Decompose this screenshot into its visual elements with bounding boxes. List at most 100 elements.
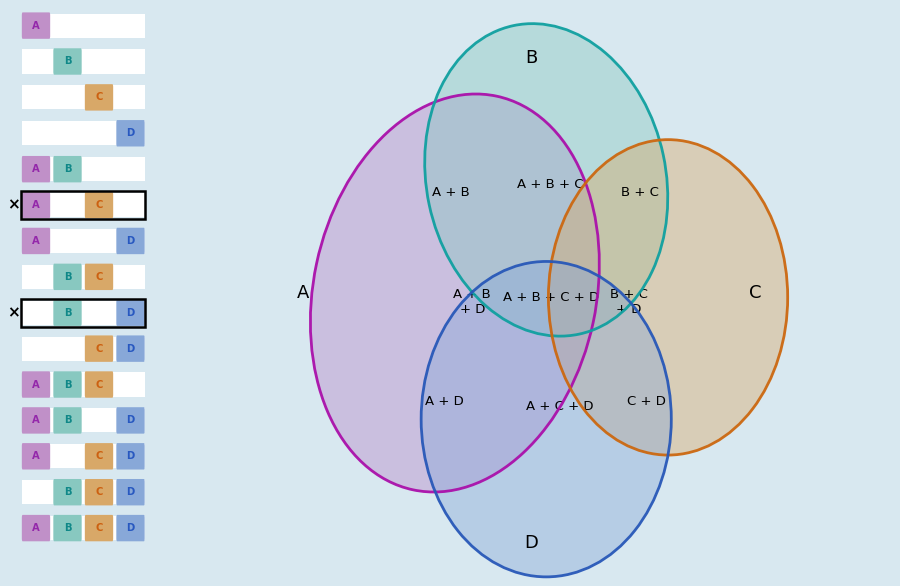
Ellipse shape bbox=[421, 261, 671, 577]
Bar bbox=[22, 86, 145, 110]
Bar bbox=[22, 157, 145, 181]
Ellipse shape bbox=[548, 139, 788, 455]
Text: B: B bbox=[64, 487, 71, 497]
FancyBboxPatch shape bbox=[85, 192, 113, 218]
Bar bbox=[22, 444, 145, 468]
FancyBboxPatch shape bbox=[53, 48, 82, 74]
Text: B: B bbox=[64, 415, 71, 425]
Text: A: A bbox=[296, 284, 309, 302]
Text: A + B + C: A + B + C bbox=[518, 178, 584, 190]
Text: A: A bbox=[32, 236, 40, 246]
FancyBboxPatch shape bbox=[22, 515, 50, 541]
Text: A: A bbox=[32, 21, 40, 30]
FancyBboxPatch shape bbox=[53, 407, 82, 434]
FancyBboxPatch shape bbox=[116, 515, 145, 541]
Text: C: C bbox=[95, 380, 103, 390]
Text: D: D bbox=[126, 415, 135, 425]
FancyBboxPatch shape bbox=[22, 443, 50, 469]
Text: A + D: A + D bbox=[425, 396, 464, 408]
Text: C + D: C + D bbox=[627, 396, 666, 408]
Ellipse shape bbox=[310, 94, 599, 492]
Bar bbox=[22, 516, 145, 540]
Bar bbox=[21, 191, 146, 219]
FancyBboxPatch shape bbox=[116, 228, 145, 254]
Bar bbox=[22, 336, 145, 361]
Text: D: D bbox=[126, 308, 135, 318]
Text: C: C bbox=[95, 272, 103, 282]
Text: D: D bbox=[126, 128, 135, 138]
FancyBboxPatch shape bbox=[22, 12, 50, 39]
Bar bbox=[22, 480, 145, 505]
Text: C: C bbox=[95, 487, 103, 497]
FancyBboxPatch shape bbox=[85, 515, 113, 541]
Text: D: D bbox=[126, 451, 135, 461]
Text: B: B bbox=[64, 308, 71, 318]
Text: A: A bbox=[32, 164, 40, 174]
Text: B: B bbox=[525, 49, 537, 67]
Text: A + B + C + D: A + B + C + D bbox=[502, 291, 598, 304]
Text: C: C bbox=[749, 284, 761, 302]
Text: A: A bbox=[32, 380, 40, 390]
Bar bbox=[22, 13, 145, 38]
Text: D: D bbox=[126, 523, 135, 533]
Text: C: C bbox=[95, 343, 103, 353]
Text: D: D bbox=[524, 534, 538, 552]
Text: A + B: A + B bbox=[432, 186, 470, 199]
Bar bbox=[22, 265, 145, 289]
FancyBboxPatch shape bbox=[53, 479, 82, 505]
Text: ×: × bbox=[7, 305, 21, 320]
Text: A: A bbox=[32, 415, 40, 425]
Text: C: C bbox=[95, 451, 103, 461]
Text: D: D bbox=[126, 343, 135, 353]
Text: B + C: B + C bbox=[621, 186, 659, 199]
FancyBboxPatch shape bbox=[22, 192, 50, 218]
Text: D: D bbox=[126, 487, 135, 497]
Bar bbox=[22, 408, 145, 432]
Text: C: C bbox=[95, 93, 103, 103]
FancyBboxPatch shape bbox=[116, 443, 145, 469]
FancyBboxPatch shape bbox=[85, 84, 113, 111]
Bar bbox=[22, 193, 145, 217]
Bar bbox=[22, 49, 145, 74]
FancyBboxPatch shape bbox=[22, 407, 50, 434]
FancyBboxPatch shape bbox=[53, 299, 82, 326]
Text: C: C bbox=[95, 200, 103, 210]
FancyBboxPatch shape bbox=[22, 372, 50, 398]
Text: A: A bbox=[32, 451, 40, 461]
Text: B: B bbox=[64, 380, 71, 390]
Text: A: A bbox=[32, 200, 40, 210]
FancyBboxPatch shape bbox=[116, 479, 145, 505]
FancyBboxPatch shape bbox=[116, 407, 145, 434]
Bar bbox=[22, 301, 145, 325]
Text: B + C
+ D: B + C + D bbox=[610, 288, 648, 316]
FancyBboxPatch shape bbox=[116, 120, 145, 146]
FancyBboxPatch shape bbox=[53, 372, 82, 398]
FancyBboxPatch shape bbox=[53, 515, 82, 541]
FancyBboxPatch shape bbox=[85, 372, 113, 398]
FancyBboxPatch shape bbox=[116, 335, 145, 362]
FancyBboxPatch shape bbox=[22, 156, 50, 182]
FancyBboxPatch shape bbox=[116, 299, 145, 326]
Text: A: A bbox=[32, 523, 40, 533]
FancyBboxPatch shape bbox=[22, 228, 50, 254]
FancyBboxPatch shape bbox=[53, 264, 82, 290]
FancyBboxPatch shape bbox=[85, 479, 113, 505]
FancyBboxPatch shape bbox=[85, 443, 113, 469]
Text: B: B bbox=[64, 164, 71, 174]
Text: A + B
+ D: A + B + D bbox=[454, 288, 491, 316]
Ellipse shape bbox=[425, 23, 668, 336]
FancyBboxPatch shape bbox=[85, 264, 113, 290]
Bar bbox=[22, 229, 145, 253]
Text: B: B bbox=[64, 272, 71, 282]
Text: D: D bbox=[126, 236, 135, 246]
Text: C: C bbox=[95, 523, 103, 533]
Bar bbox=[22, 373, 145, 397]
FancyBboxPatch shape bbox=[85, 335, 113, 362]
FancyBboxPatch shape bbox=[53, 156, 82, 182]
Text: A + C + D: A + C + D bbox=[526, 400, 593, 413]
Text: B: B bbox=[64, 56, 71, 66]
Bar bbox=[21, 299, 146, 326]
Text: ×: × bbox=[7, 197, 21, 213]
Text: B: B bbox=[64, 523, 71, 533]
Bar bbox=[22, 121, 145, 145]
